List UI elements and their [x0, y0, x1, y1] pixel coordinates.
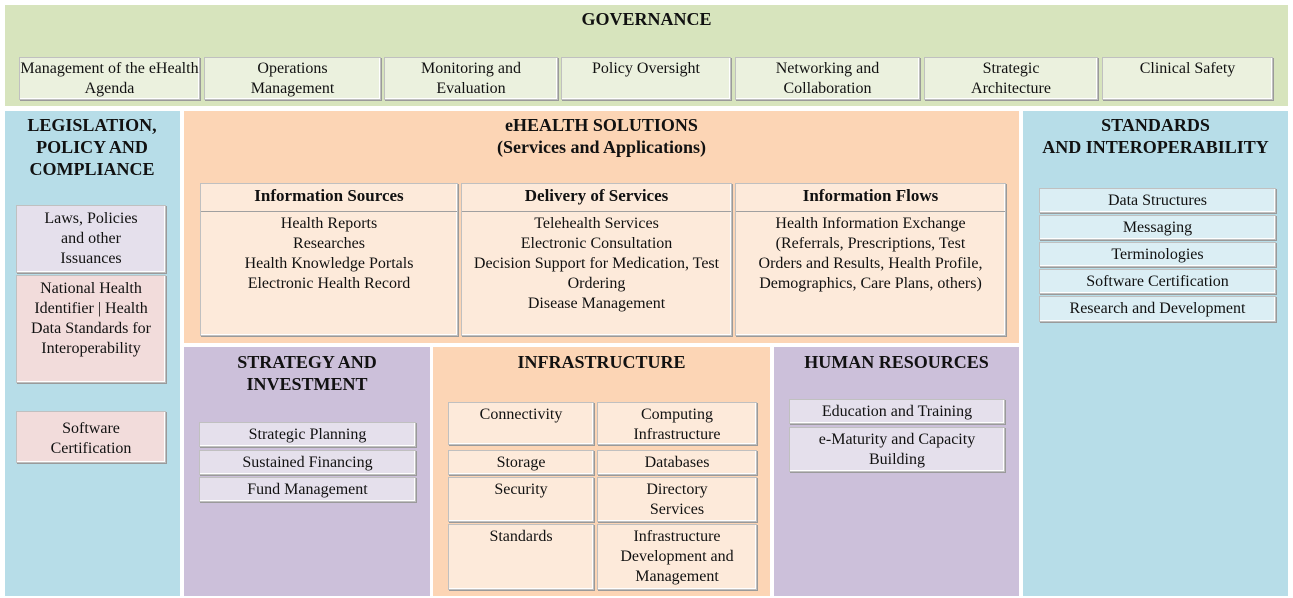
solutions-title-line2: (Services and Applications): [496, 137, 706, 157]
infrastructure-item-standards: Standards: [448, 524, 594, 590]
solutions-lines-delivery: Telehealth Services Electronic Consultat…: [461, 214, 732, 314]
human-resources-item-education: Education and Training: [789, 399, 1005, 424]
solutions-column-delivery: [461, 183, 732, 336]
legislation-item-software-certification: Software Certification: [16, 411, 166, 463]
governance-item-operations: Operations Management: [204, 57, 381, 100]
governance-title: GOVERNANCE: [581, 9, 712, 29]
standards-item-software-certification: Software Certification: [1039, 269, 1276, 294]
solutions-header-delivery: Delivery of Services: [524, 186, 669, 205]
solutions-line: Disease Management: [527, 295, 666, 312]
infrastructure-title: INFRASTRUCTURE: [517, 352, 686, 372]
standards-item-terminologies: Terminologies: [1039, 242, 1276, 267]
legislation-title: LEGISLATION, POLICY AND COMPLIANCE: [27, 115, 157, 179]
solutions-line: Researches: [293, 235, 365, 252]
governance-item-architecture: Strategic Architecture: [924, 57, 1098, 100]
solutions-line: Health Reports: [280, 215, 378, 232]
solutions-column-sources: [200, 183, 458, 336]
standards-title-line2: AND INTEROPERABILITY: [1042, 137, 1269, 157]
legislation-item-laws: Laws, Policies and other Issuances: [16, 205, 166, 273]
human-resources-item-maturity: e-Maturity and Capacity Building: [789, 427, 1005, 472]
solutions-title: eHEALTH SOLUTIONS (Services and Applicat…: [184, 114, 1019, 158]
standards-item-messaging: Messaging: [1039, 215, 1276, 240]
governance-item-networking: Networking and Collaboration: [735, 57, 920, 100]
solutions-line: Electronic Health Record: [247, 275, 411, 292]
governance-item-monitoring: Monitoring and Evaluation: [384, 57, 558, 100]
solutions-line: Electronic Consultation: [520, 235, 673, 252]
solutions-line: Health Information Exchange (Referrals, …: [758, 215, 983, 292]
infrastructure-item-databases: Databases: [597, 450, 757, 475]
solutions-title-line1: eHEALTH SOLUTIONS: [505, 115, 698, 135]
governance-item-policy: Policy Oversight: [561, 57, 731, 100]
governance-item-clinical-safety: Clinical Safety: [1102, 57, 1273, 100]
solutions-header-sources: Information Sources: [254, 186, 404, 205]
solutions-divider-sources: [201, 211, 457, 212]
standards-item-research: Research and Development: [1039, 296, 1276, 322]
infrastructure-item-development: Infrastructure Development and Managemen…: [597, 524, 757, 590]
standards-item-data-structures: Data Structures: [1039, 188, 1276, 213]
solutions-line: Telehealth Services: [534, 215, 659, 232]
solutions-line: Decision Support for Medication, Test Or…: [473, 255, 720, 292]
strategy-title: STRATEGY AND INVESTMENT: [237, 352, 377, 394]
solutions-line: Health Knowledge Portals: [244, 255, 414, 272]
solutions-divider-delivery: [462, 211, 731, 212]
standards-title: STANDARDS AND INTEROPERABILITY: [1023, 114, 1288, 158]
infrastructure-item-connectivity: Connectivity: [448, 402, 594, 445]
solutions-column-flows: [735, 183, 1006, 336]
human-resources-title: HUMAN RESOURCES: [804, 352, 989, 372]
infrastructure-item-storage: Storage: [448, 450, 594, 475]
standards-title-line1: STANDARDS: [1101, 115, 1210, 135]
legislation-item-identifier: National Health Identifier | Health Data…: [16, 275, 166, 383]
infrastructure-item-directory: Directory Services: [597, 477, 757, 522]
strategy-item-planning: Strategic Planning: [199, 422, 416, 447]
solutions-lines-sources: Health Reports Researches Health Knowled…: [200, 214, 458, 294]
solutions-header-flows: Information Flows: [802, 186, 939, 205]
standards-section: [1023, 111, 1288, 596]
strategy-item-financing: Sustained Financing: [199, 450, 416, 475]
infrastructure-item-security: Security: [448, 477, 594, 522]
governance-item-management: Management of the eHealth Agenda: [19, 57, 200, 100]
solutions-divider-flows: [736, 211, 1005, 212]
infrastructure-item-computing: Computing Infrastructure: [597, 402, 757, 445]
strategy-item-fund-management: Fund Management: [199, 477, 416, 502]
